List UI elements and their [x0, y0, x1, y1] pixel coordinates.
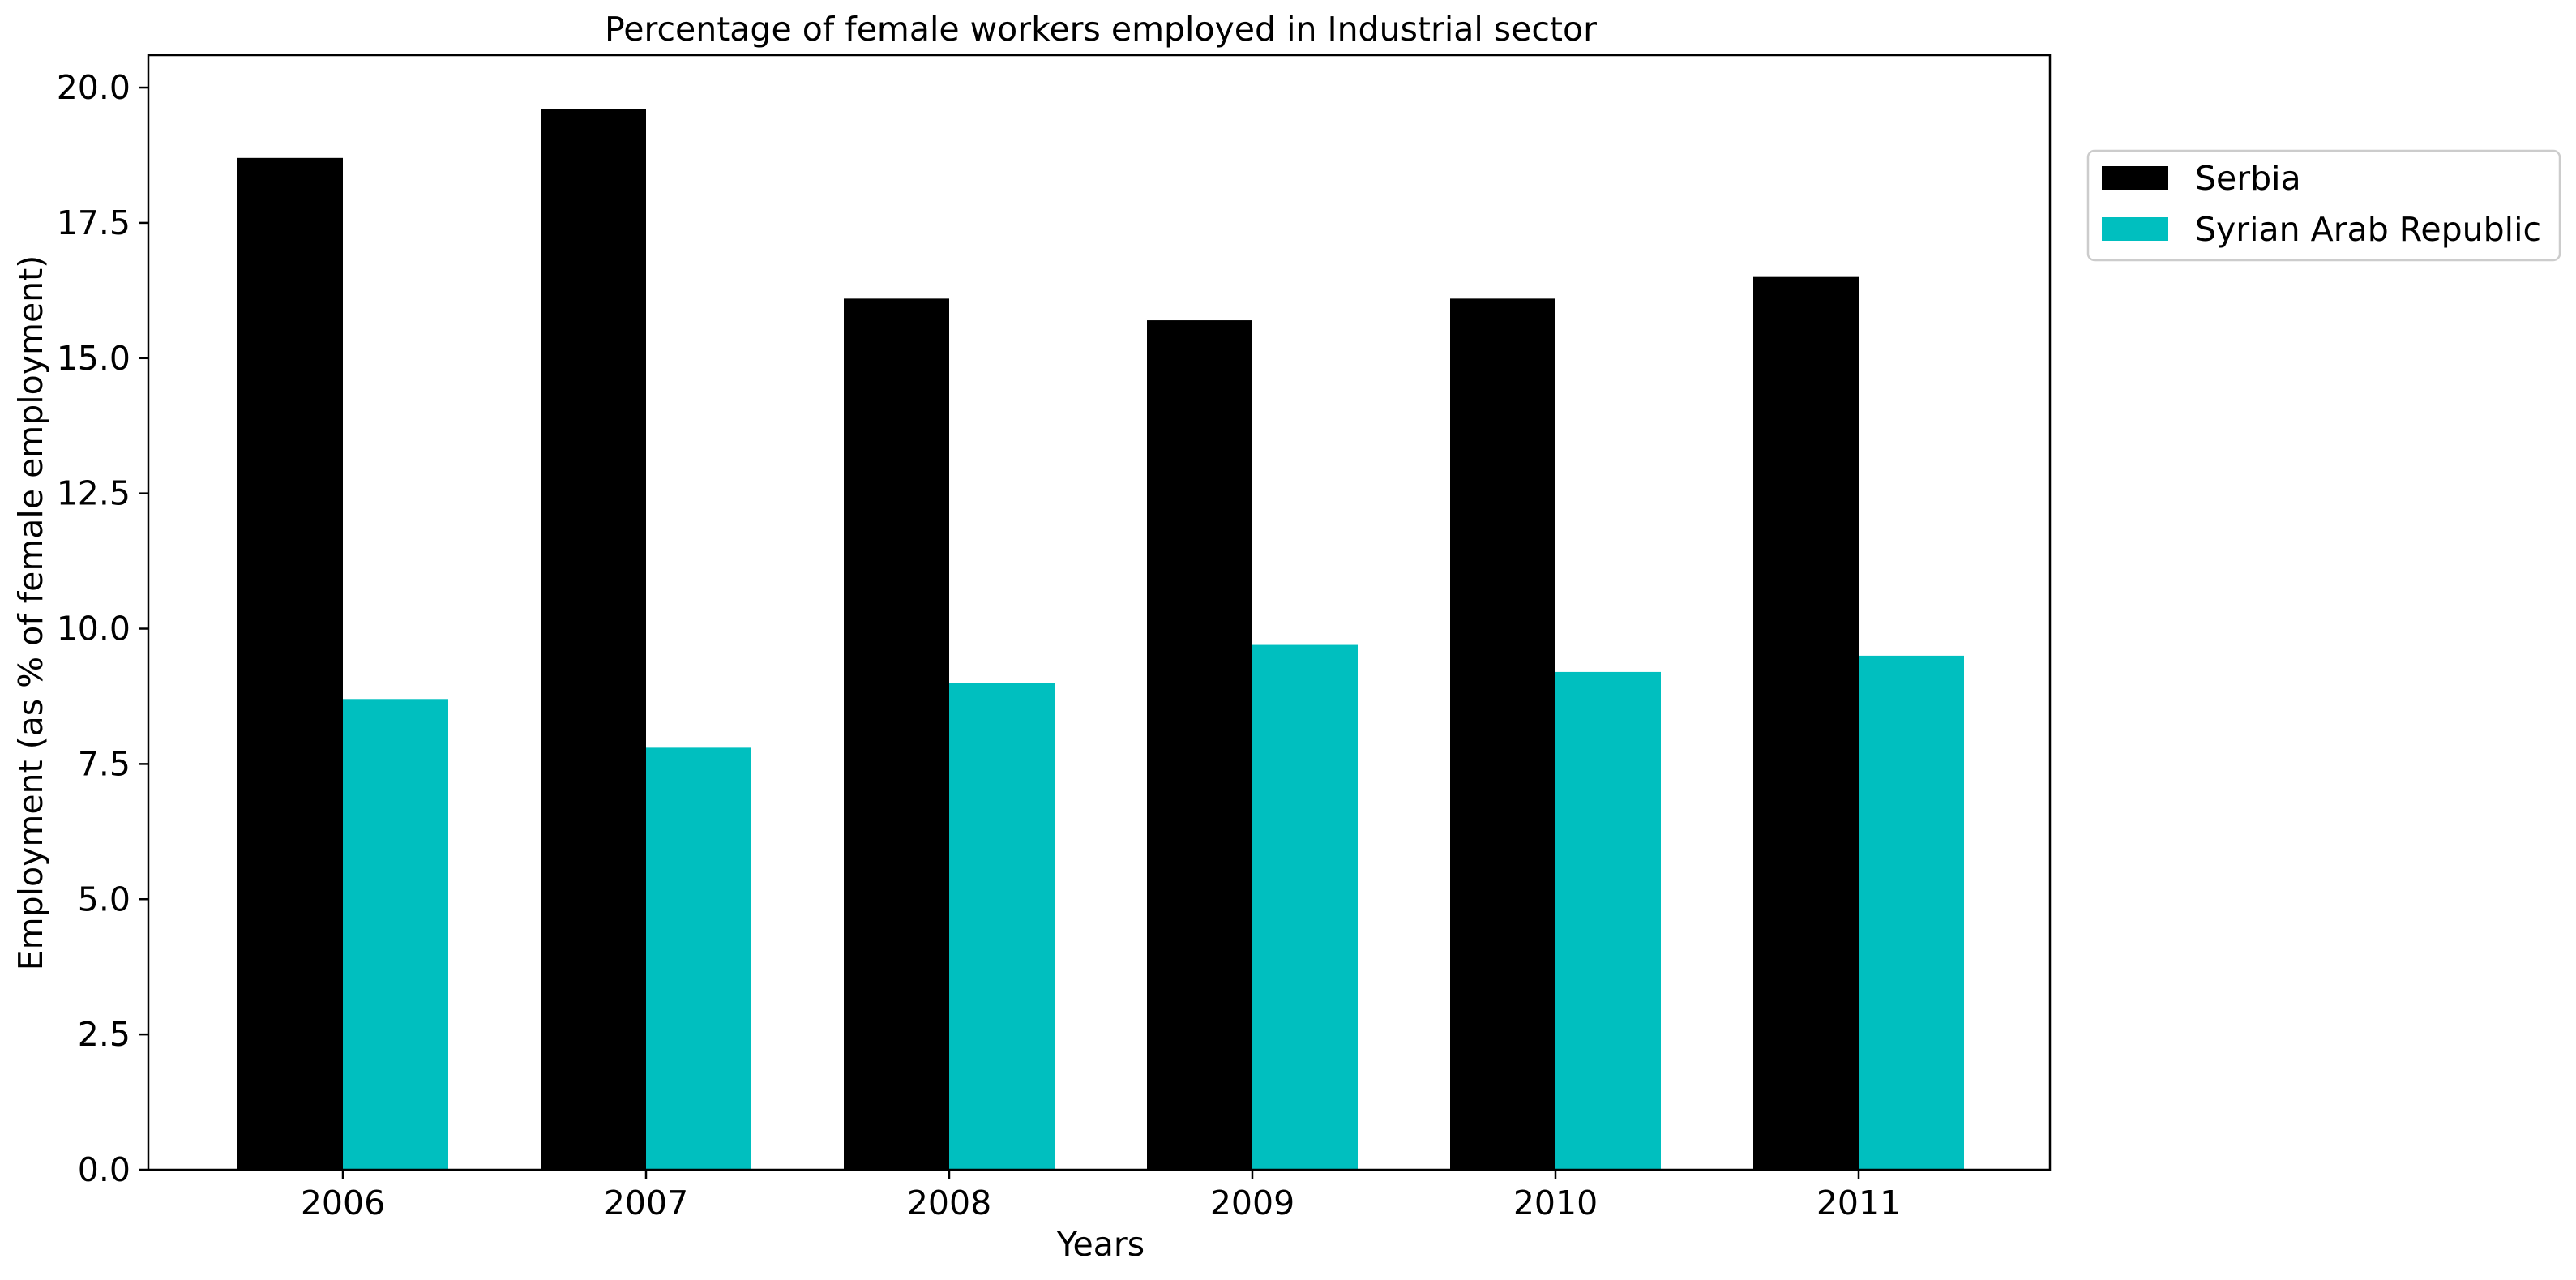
- y-axis: 0.0 2.5 5.0 7.5 10.0 12.5 15.0 17.5 20.0: [57, 68, 148, 1189]
- plot-frame: [147, 54, 2052, 1171]
- bar-syrian-arab-republic-2007: [646, 747, 751, 1170]
- y-tick-label: 10.0: [57, 610, 131, 649]
- bar-syrian-arab-republic-2010: [1555, 671, 1661, 1170]
- legend-label-serbia: Serbia: [2195, 159, 2301, 198]
- legend: Serbia Syrian Arab Republic: [2086, 149, 2561, 262]
- y-axis-label: Employment (as % of female employment): [11, 255, 50, 970]
- bar-syrian-arab-republic-2008: [949, 683, 1055, 1170]
- x-axis-label: Years: [1056, 1225, 1145, 1264]
- y-tick-label: 5.0: [78, 880, 131, 918]
- legend-swatch-serbia: [2102, 166, 2168, 190]
- bar-syrian-arab-republic-2006: [343, 699, 448, 1170]
- y-tick-label: 20.0: [57, 68, 131, 107]
- y-tick-label: 2.5: [78, 1015, 131, 1054]
- bar-serbia-2008: [844, 298, 949, 1171]
- bar-syrian-arab-republic-2009: [1252, 644, 1358, 1170]
- chart-title: Percentage of female workers employed in…: [605, 10, 1597, 49]
- x-tick-label: 2011: [1816, 1184, 1901, 1222]
- legend-swatch-syrian-arab-republic: [2102, 217, 2168, 241]
- y-tick-label: 0.0: [78, 1150, 131, 1189]
- x-tick-label: 2007: [604, 1184, 688, 1222]
- y-tick-label: 7.5: [78, 744, 131, 783]
- y-tick-label: 17.5: [57, 203, 131, 242]
- bars-layer: [237, 109, 1964, 1171]
- bar-serbia-2011: [1753, 276, 1859, 1170]
- bar-serbia-2007: [541, 109, 646, 1171]
- x-axis: 2006 2007 2008 2009 2010 2011: [301, 1170, 1901, 1222]
- x-tick-label: 2010: [1513, 1184, 1598, 1222]
- legend-box: [2086, 149, 2561, 262]
- bar-serbia-2009: [1147, 320, 1252, 1170]
- y-tick-label: 15.0: [57, 339, 131, 378]
- bar-serbia-2010: [1450, 298, 1555, 1171]
- bar-serbia-2006: [237, 157, 343, 1170]
- x-tick-label: 2009: [1210, 1184, 1294, 1222]
- x-tick-label: 2006: [301, 1184, 385, 1222]
- x-tick-label: 2008: [907, 1184, 991, 1222]
- y-tick-label: 12.5: [57, 474, 131, 513]
- bar-syrian-arab-republic-2011: [1859, 655, 1964, 1170]
- legend-label-syrian-arab-republic: Syrian Arab Republic: [2195, 210, 2541, 249]
